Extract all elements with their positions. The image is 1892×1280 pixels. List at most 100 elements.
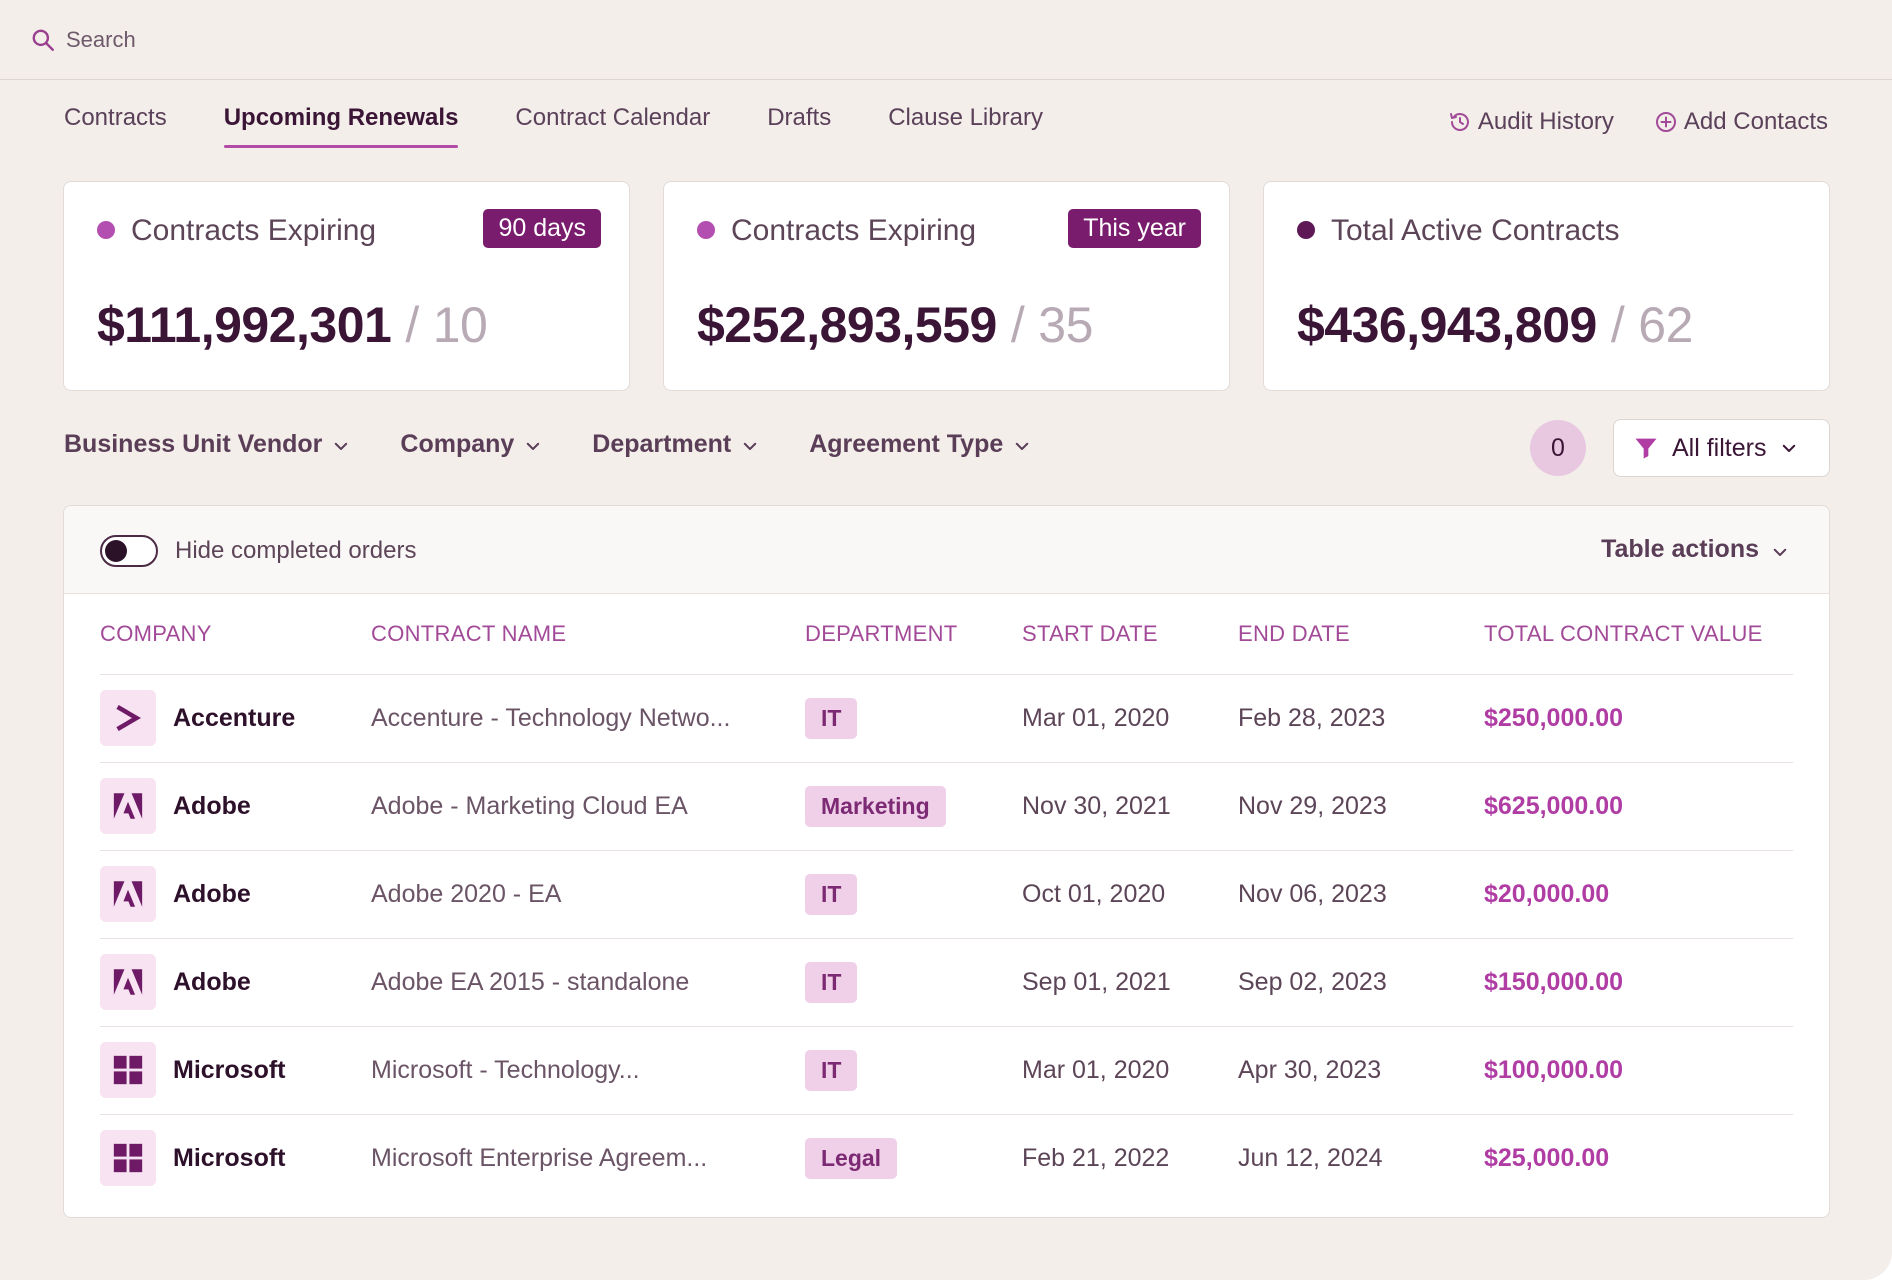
company-cell: Microsoft [100,1130,371,1187]
tab-drafts[interactable]: Drafts [767,104,832,131]
company-cell: Adobe [100,866,371,922]
contract-name[interactable]: Microsoft Enterprise Agreem... [371,1143,708,1172]
end-date: Jun 12, 2024 [1238,1143,1383,1172]
department-badge: Marketing [805,785,946,827]
card-value: $252,893,559/35 [697,296,1093,354]
adobe-logo-icon [113,969,143,995]
company-cell: Accenture [100,690,371,746]
table-row[interactable]: Microsoft Microsoft - Technology... IT M… [100,1026,1793,1115]
contract-value: $250,000.00 [1484,674,1793,763]
table-row[interactable]: Accenture Accenture - Technology Netwo..… [100,674,1793,763]
contract-name[interactable]: Accenture - Technology Netwo... [371,674,805,763]
end-date: Apr 30, 2023 [1238,1026,1484,1115]
table-row[interactable]: Adobe Adobe EA 2015 - standalone IT Sep … [100,938,1793,1027]
search-input[interactable]: Search [30,27,136,53]
start-date: Mar 01, 2020 [1022,1026,1238,1115]
table-row[interactable]: Microsoft Microsoft Enterprise Agreem...… [100,1114,1793,1202]
microsoft-logo-icon [113,1144,143,1173]
stat-card-expiring-this-year[interactable]: Contracts Expiring This year $252,893,55… [663,181,1230,391]
filter-agreement-type[interactable]: Agreement Type [809,430,1031,459]
company-logo [100,778,156,834]
department-badge: IT [805,1049,858,1091]
department-badge: IT [805,873,858,915]
tab-contract-calendar[interactable]: Contract Calendar [515,104,711,131]
chevron-down-icon [1016,442,1029,450]
funnel-icon [1635,438,1657,459]
department-badge: Legal [805,1137,898,1179]
filter-business-unit-vendor[interactable]: Business Unit Vendor [64,430,350,459]
accenture-logo-icon [116,704,141,732]
end-date: Feb 28, 2023 [1238,674,1484,763]
top-bar: Search [0,0,1892,80]
contracts-table: COMPANY CONTRACT NAME DEPARTMENT START D… [100,594,1793,1202]
column-header-contract-name[interactable]: CONTRACT NAME [371,594,805,675]
table-header-row: COMPANY CONTRACT NAME DEPARTMENT START D… [100,594,1793,675]
chevron-down-icon [527,442,540,450]
contract-value: $20,000.00 [1484,850,1793,939]
tab-contracts[interactable]: Contracts [64,104,167,131]
card-count: 62 [1638,297,1693,353]
chevron-down-icon [743,442,757,450]
company-logo [100,1130,156,1187]
card-separator: / [1010,297,1025,353]
company-name: Accenture [173,703,296,732]
audit-history-button[interactable]: Audit History [1448,108,1614,136]
adobe-logo-icon [113,793,143,819]
filter-bar: Business Unit Vendor Company Department … [64,430,1081,459]
company-cell: Microsoft [100,1042,371,1098]
table-row[interactable]: Adobe Adobe - Marketing Cloud EA Marketi… [100,762,1793,851]
history-icon [1449,113,1469,131]
company-name: Microsoft [173,1143,286,1172]
table-toolbar: Hide completed orders Table actions [64,506,1829,594]
card-count: 10 [432,297,488,353]
company-logo [100,1042,156,1098]
contract-value: $150,000.00 [1484,938,1793,1027]
filter-department[interactable]: Department [592,430,759,459]
contract-value: $25,000.00 [1484,1143,1610,1172]
end-date: Sep 02, 2023 [1238,938,1484,1027]
contract-name[interactable]: Adobe - Marketing Cloud EA [371,762,805,851]
all-filters-button[interactable]: All filters [1613,419,1830,477]
plus-circle-icon [1655,112,1676,132]
start-date: Mar 01, 2020 [1022,674,1238,763]
chevron-down-icon [335,442,348,450]
tab-clause-library[interactable]: Clause Library [888,104,1043,131]
column-header-company[interactable]: COMPANY [100,594,371,675]
department-badge: IT [805,961,858,1003]
summary-cards: Contracts Expiring 90 days $111,992,301/… [63,181,1830,391]
table-row[interactable]: Adobe Adobe 2020 - EA IT Oct 01, 2020 No… [100,850,1793,939]
stat-card-expiring-90-days[interactable]: Contracts Expiring 90 days $111,992,301/… [63,181,630,391]
card-title: Contracts Expiring [131,214,377,247]
contract-name[interactable]: Microsoft - Technology... [371,1026,805,1115]
search-placeholder: Search [66,26,136,52]
contract-value: $625,000.00 [1484,762,1793,851]
table-actions-button[interactable]: Table actions [1601,535,1789,564]
add-contacts-button[interactable]: Add Contacts [1654,108,1828,136]
card-value: $436,943,809/62 [1297,296,1693,354]
chevron-down-icon [1773,548,1787,556]
column-header-start-date[interactable]: START DATE [1022,594,1238,675]
card-title: Total Active Contracts [1331,214,1620,247]
filter-company[interactable]: Company [400,430,542,459]
contract-name[interactable]: Adobe EA 2015 - standalone [371,938,805,1027]
search-icon [32,29,54,51]
audit-history-label: Audit History [1477,108,1614,135]
all-filters-label: All filters [1672,433,1767,462]
tab-actions: Audit History Add Contacts [1448,108,1828,136]
status-dot [697,221,715,239]
contract-name[interactable]: Adobe 2020 - EA [371,850,805,939]
card-title: Contracts Expiring [731,214,977,247]
stat-card-total-active[interactable]: Total Active Contracts $436,943,809/62 [1263,181,1830,391]
card-separator: / [1610,297,1625,353]
hide-completed-toggle[interactable] [100,535,158,567]
column-header-end-date[interactable]: END DATE [1238,594,1484,675]
column-header-total-value[interactable]: TOTAL CONTRACT VALUE [1484,594,1793,675]
tab-upcoming-renewals[interactable]: Upcoming Renewals [223,104,458,148]
company-logo [100,690,156,746]
active-filter-count-badge: 0 [1530,420,1586,476]
start-date: Oct 01, 2020 [1022,850,1238,939]
column-header-department[interactable]: DEPARTMENT [805,594,1022,675]
filter-label: Agreement Type [809,430,1004,458]
start-date: Nov 30, 2021 [1022,762,1238,851]
